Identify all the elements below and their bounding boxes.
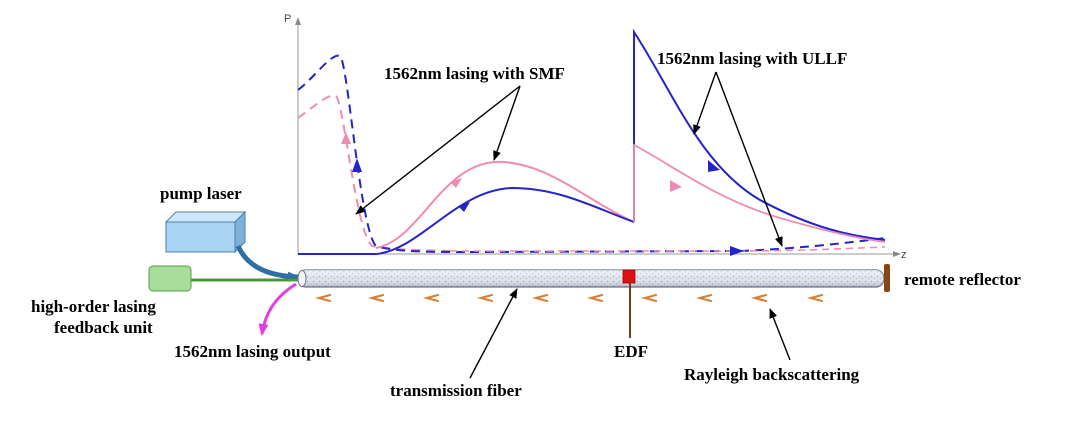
edf-label: EDF (614, 342, 648, 361)
transmission-fiber-label: transmission fiber (390, 381, 522, 400)
remote-reflector-label: remote reflector (904, 270, 1021, 289)
scatter-mark (750, 293, 768, 303)
ullf-backward-blue-dashed (469, 237, 886, 253)
smf-blue-direction-arrow (458, 202, 470, 212)
ullf-pink-direction-arrow (670, 180, 682, 192)
edf-marker (622, 269, 636, 284)
smf-backward-blue-dashed (297, 54, 471, 253)
scatter-mark (476, 293, 494, 303)
rayleigh-scatter-marks (314, 293, 824, 303)
ullf-forward-blue (633, 28, 886, 241)
ullf-curve-label: 1562nm lasing with ULLF (657, 49, 847, 68)
smf-callout-arrow-left (355, 85, 521, 215)
ullf-forward-pink (633, 143, 886, 243)
remote-reflector (884, 264, 890, 292)
smf-forward-pink (375, 160, 635, 249)
blue-dashed-direction-arrow (352, 158, 362, 172)
x-axis-label: z (901, 249, 907, 261)
scatter-mark (422, 293, 440, 303)
lasing-output-arrow (258, 282, 297, 336)
lasing-output-label: 1562nm lasing output (174, 342, 331, 361)
smf-forward-blue (298, 186, 635, 255)
y-axis-label: P (284, 13, 291, 25)
feedback-unit-box (148, 265, 192, 292)
ullf-backward-pink-dashed (450, 246, 886, 252)
scatter-mark (314, 293, 332, 303)
feedback-unit-label-line2: feedback unit (54, 318, 153, 337)
transmission-fiber-pointer (469, 288, 518, 379)
pump-laser-label: pump laser (160, 184, 242, 203)
ullf-callout-arrow-left (693, 71, 717, 135)
scatter-mark (806, 293, 824, 303)
plot-axes: P z (284, 13, 907, 261)
pump-laser-box (164, 210, 247, 254)
callout-arrows (355, 71, 783, 247)
scatter-mark (531, 293, 549, 303)
scatter-mark (367, 293, 385, 303)
pink-dashed-direction-arrow (341, 132, 351, 144)
scatter-mark (586, 293, 604, 303)
rayleigh-pointer (769, 308, 791, 361)
scatter-mark (695, 293, 713, 303)
ullf-blue-direction-arrow (708, 160, 720, 172)
smf-pink-direction-arrow (450, 178, 462, 188)
ullf-callout-arrow-right (715, 71, 783, 247)
smf-curve-label: 1562nm lasing with SMF (384, 64, 565, 83)
rayleigh-label: Rayleigh backscattering (684, 365, 860, 384)
smf-callout-arrow-right (493, 85, 521, 161)
pump-coupling-arrow (235, 244, 300, 282)
transmission-fiber (297, 269, 885, 288)
feedback-unit-label-line1: high-order lasing (31, 297, 156, 316)
scatter-mark (640, 293, 658, 303)
smf-backward-pink-dashed (297, 94, 451, 252)
baseline-direction-arrow (730, 246, 744, 256)
